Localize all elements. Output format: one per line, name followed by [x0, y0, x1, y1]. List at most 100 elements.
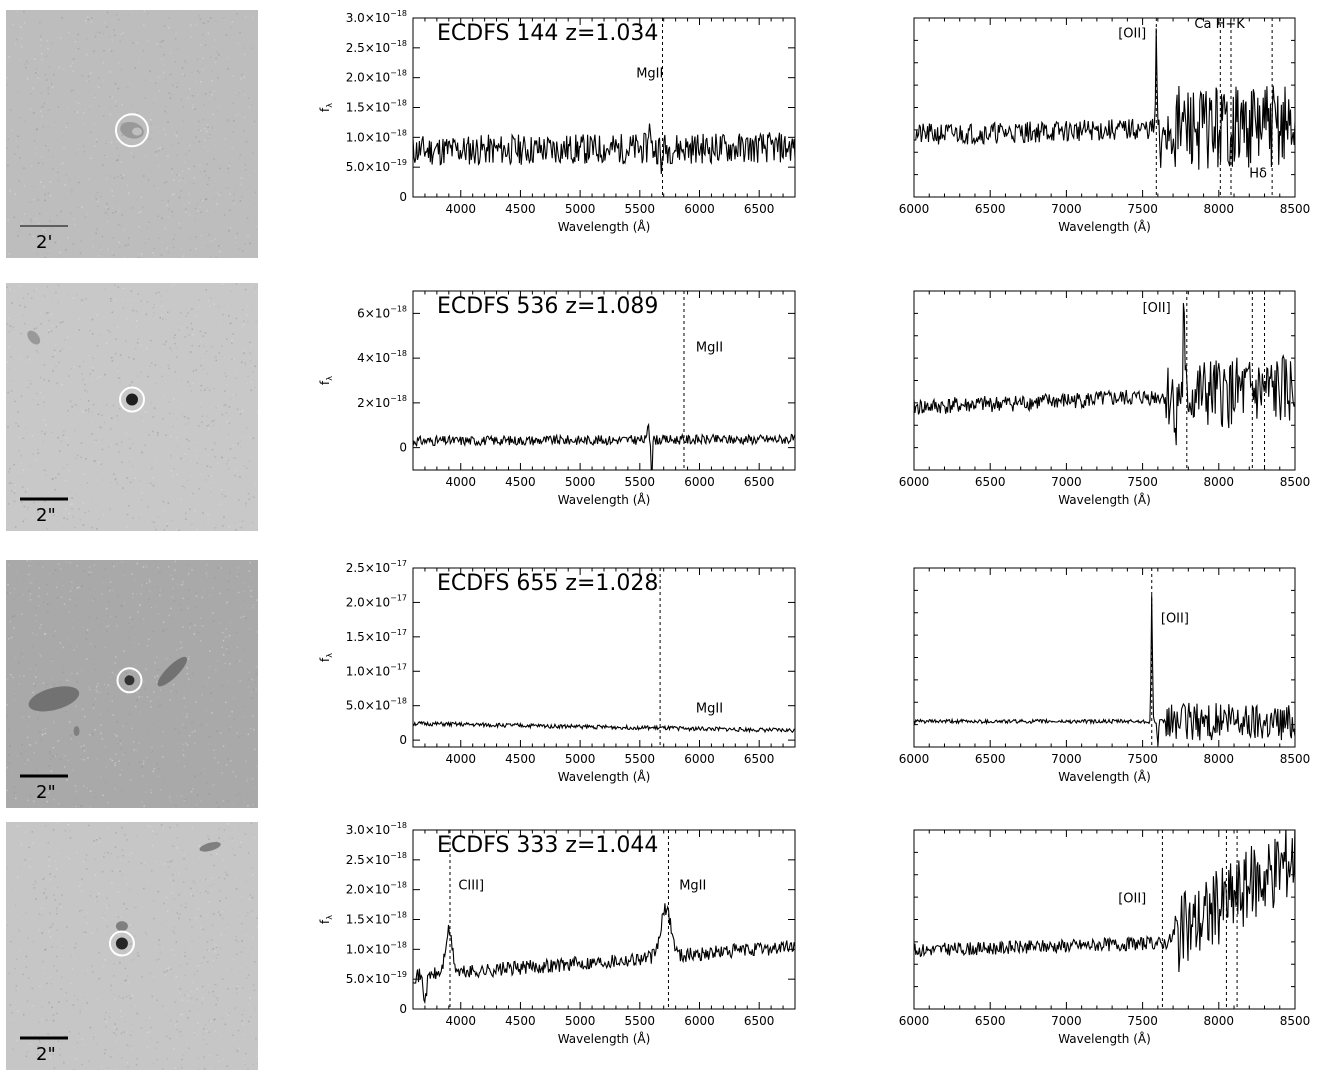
plot-svg: [OII] 6000 6500 7000 7500 8000 8500 Wavelength …	[899, 829, 1311, 1046]
x-tick-label: 6500	[975, 202, 1006, 216]
x-tick-label: 5500	[625, 202, 656, 216]
y-tick-label: 1.5×10−17	[346, 628, 407, 644]
source-blob	[73, 726, 80, 737]
spectrum-line	[914, 830, 1295, 973]
source-blob	[27, 330, 41, 345]
x-tick-label: 8000	[1204, 752, 1235, 766]
y-tick-label: 1.5×10−18	[346, 911, 407, 927]
x-tick-label: 6000	[684, 475, 715, 489]
x-tick-label: 8500	[1280, 1014, 1311, 1028]
x-tick-label: 7000	[1051, 202, 1082, 216]
x-axis-label: Wavelength (Å)	[1058, 219, 1151, 234]
spectrum-line	[413, 123, 795, 175]
x-tick-label: 8500	[1280, 752, 1311, 766]
target-circle-marker	[108, 930, 135, 957]
x-tick-label: 8000	[1204, 475, 1235, 489]
y-tick-label: 0	[399, 1002, 407, 1016]
galaxy-image: 2'	[6, 10, 258, 258]
x-tick-label: 6000	[899, 475, 930, 489]
x-axis-label: Wavelength (Å)	[1058, 492, 1151, 507]
y-tick-label: 2×10−18	[357, 394, 407, 410]
x-axis-label: Wavelength (Å)	[558, 1031, 651, 1046]
y-tick-label: 1.0×10−18	[346, 128, 407, 144]
y-tick-label: 1.0×10−17	[346, 662, 407, 678]
x-tick-label: 5500	[625, 1014, 656, 1028]
x-tick-label: 4500	[505, 1014, 536, 1028]
spectrum-line	[413, 422, 795, 470]
x-tick-label: 6500	[744, 1014, 775, 1028]
x-tick-label: 5000	[565, 475, 596, 489]
x-tick-label: 5500	[625, 752, 656, 766]
target-circle-marker	[119, 386, 145, 413]
x-tick-label: 4000	[445, 202, 476, 216]
x-tick-label: 8500	[1280, 202, 1311, 216]
y-axis-label: fλ	[318, 915, 334, 924]
x-tick-label: 4000	[445, 1014, 476, 1028]
spectrum-plot-red: [OII] 6000 6500 7000 7500 8000 8500 Wavelength …	[804, 822, 1315, 1072]
y-tick-label: 5.0×10−19	[346, 970, 407, 986]
spectrum-line	[413, 720, 795, 734]
spectrum-line	[914, 302, 1295, 446]
y-axis-label: fλ	[318, 653, 334, 662]
y-tick-label: 6×10−18	[357, 304, 407, 320]
spectrum-line	[413, 903, 795, 1005]
y-tick-label: 0	[399, 733, 407, 747]
y-tick-label: 2.5×10−18	[346, 851, 407, 867]
x-tick-label: 6500	[975, 475, 1006, 489]
x-tick-label: 6000	[899, 202, 930, 216]
plot-svg: MgII 4000 4500 5000 5500 6000 6500 0 5.0×10−19 1.…	[318, 9, 796, 234]
y-tick-label: 2.0×10−18	[346, 881, 407, 897]
x-tick-label: 5000	[565, 1014, 596, 1028]
x-tick-label: 4500	[505, 752, 536, 766]
x-tick-label: 6000	[684, 202, 715, 216]
x-tick-label: 6500	[744, 202, 775, 216]
y-tick-label: 5.0×10−18	[346, 697, 407, 713]
x-tick-label: 7000	[1051, 1014, 1082, 1028]
spectrum-plot-red: [OII] Ca H+K Hδ 6000 6500 7000 7500 8000 8500 Wav…	[804, 10, 1315, 260]
x-axis-label: Wavelength (Å)	[558, 492, 651, 507]
x-tick-label: 5000	[565, 752, 596, 766]
spectrum-plot-blue: CIII] MgII 4000 4500 5000 5500 6000 6500 0 5.0×10…	[303, 821, 815, 1072]
line-label: [OII]	[1143, 301, 1171, 316]
x-tick-label: 7500	[1127, 752, 1158, 766]
scale-label: 2"	[36, 1044, 56, 1065]
spectrum-line	[914, 595, 1295, 746]
x-tick-label: 7000	[1051, 752, 1082, 766]
y-tick-label: 0	[399, 190, 407, 204]
x-tick-label: 4000	[445, 752, 476, 766]
source-blob	[28, 686, 80, 712]
spectrum-plot-blue: MgII 4000 4500 5000 5500 6000 6500 0 5.0×10−19 1.…	[303, 9, 815, 260]
line-label: [OII]	[1118, 892, 1146, 907]
y-tick-label: 2.0×10−18	[346, 69, 407, 85]
y-tick-label: 1.0×10−18	[346, 940, 407, 956]
y-tick-label: 2.0×10−17	[346, 593, 407, 609]
x-axis-label: Wavelength (Å)	[558, 769, 651, 784]
x-axis-label: Wavelength (Å)	[558, 219, 651, 234]
spectrum-plot-blue: MgII 4000 4500 5000 5500 6000 6500 0 5.0×10−18 1.…	[303, 559, 815, 810]
x-tick-label: 8000	[1204, 1014, 1235, 1028]
y-tick-label: 3.0×10−18	[346, 9, 407, 25]
y-tick-label: 0	[399, 441, 407, 455]
y-tick-label: 3.0×10−18	[346, 821, 407, 837]
y-tick-label: 2.5×10−18	[346, 39, 407, 55]
x-tick-label: 6500	[975, 752, 1006, 766]
line-label: [OII]	[1118, 26, 1146, 41]
x-tick-label: 6500	[975, 1014, 1006, 1028]
plot-svg: [OII] 6000 6500 7000 7500 8000 8500 Wavelength …	[899, 567, 1311, 784]
line-label: CIII]	[458, 879, 484, 894]
source-blob	[115, 921, 128, 932]
plot-title: ECDFS 144 z=1.034	[437, 21, 658, 46]
x-tick-label: 6000	[899, 752, 930, 766]
line-label: [OII]	[1161, 611, 1189, 626]
x-tick-label: 7500	[1127, 1014, 1158, 1028]
galaxy-image: 2"	[6, 283, 258, 531]
plot-svg: [OII] 6000 6500 7000 7500 8000 8500 Wavelength …	[899, 290, 1310, 507]
y-tick-label: 5.0×10−19	[346, 158, 407, 174]
source-blob	[115, 937, 128, 950]
galaxy-image: 2"	[6, 822, 258, 1070]
plot-frame	[913, 829, 1296, 1010]
target-circle-marker	[116, 667, 143, 694]
x-axis-label: Wavelength (Å)	[1058, 1031, 1151, 1046]
x-tick-label: 4500	[505, 475, 536, 489]
